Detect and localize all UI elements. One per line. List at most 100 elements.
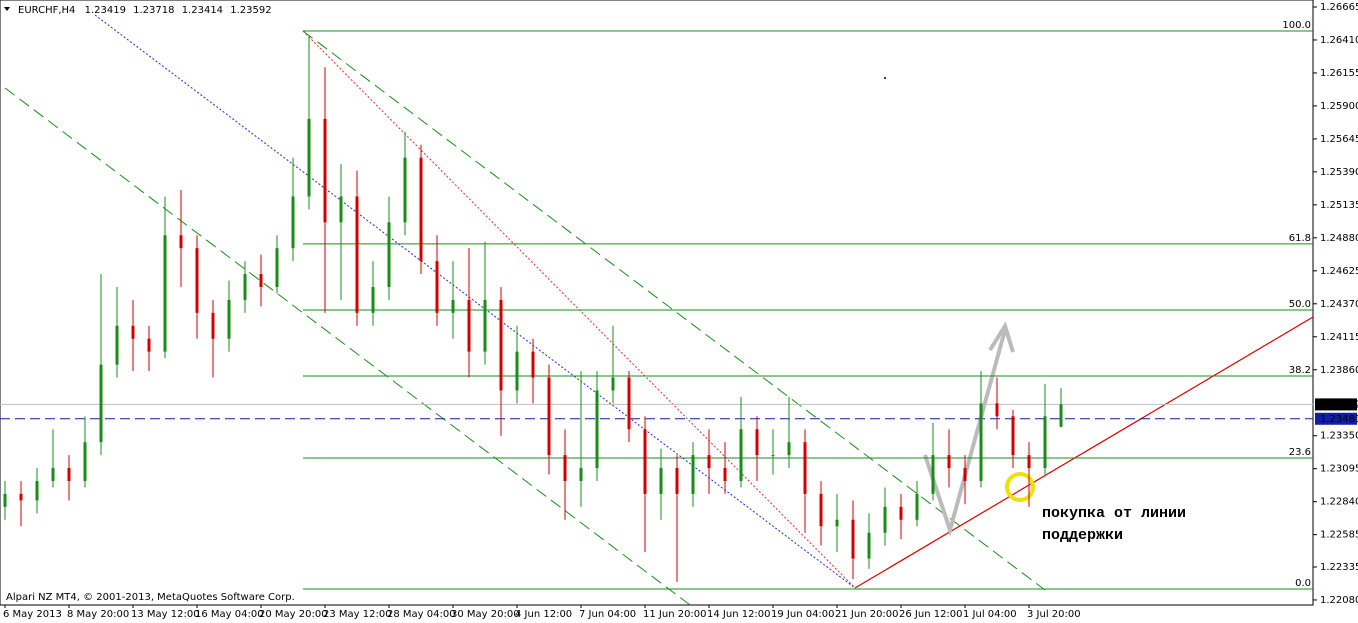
x-tick-label: 4 Jun 12:00: [515, 609, 572, 620]
candle-body: [595, 390, 599, 469]
candle-body: [259, 274, 263, 287]
header-close: 1.23592: [230, 5, 271, 16]
x-tick-label: 16 May 04:00: [195, 609, 264, 620]
level-price-label-box: [1315, 412, 1357, 425]
trend-line: [94, 14, 856, 589]
x-tick-label: 1 Jul 04:00: [963, 609, 1017, 620]
candle-body: [659, 468, 663, 494]
candle-body: [51, 468, 55, 481]
candle-body: [467, 299, 471, 352]
x-tick-label: 28 May 04:00: [387, 609, 456, 620]
candle-body: [563, 455, 567, 481]
channel-line: [302, 30, 1046, 591]
y-tick-label: 1.25390: [1320, 167, 1358, 178]
candle-body: [35, 480, 39, 501]
annotation: покупка от линии: [1042, 505, 1186, 522]
y-tick-label: 1.24625: [1320, 266, 1358, 277]
candle-body: [275, 248, 279, 287]
current-price-label: 1.23592: [1320, 399, 1358, 410]
candle-body: [243, 274, 247, 300]
candle-body: [515, 351, 519, 391]
y-tick-label: 1.26665: [1320, 2, 1358, 13]
candle-body: [83, 442, 87, 481]
candle-body: [1059, 404, 1063, 427]
candle-body: [163, 235, 167, 352]
candle-body: [707, 455, 711, 469]
candle-body: [419, 157, 423, 262]
x-tick-label: 21 Jun 20:00: [835, 609, 899, 620]
y-tick-label: 1.25900: [1320, 101, 1358, 112]
candle-body: [803, 442, 807, 494]
candle-body: [547, 377, 551, 456]
support-line: [854, 316, 1314, 589]
candle-body: [435, 261, 439, 313]
candle-body: [323, 118, 327, 223]
y-tick-label: 1.24880: [1320, 233, 1358, 244]
candle-body: [675, 468, 679, 494]
candle-body: [851, 519, 855, 559]
x-tick-label: 7 Jun 04:00: [579, 609, 636, 620]
x-tick-label: 11 Jun 20:00: [643, 609, 707, 620]
candle-body: [819, 493, 823, 527]
candle-body: [387, 222, 391, 287]
candle-body: [355, 196, 359, 313]
x-tick-label: 8 May 20:00: [67, 609, 129, 620]
candle-body: [995, 403, 999, 417]
candle-body: [3, 493, 7, 507]
candle-body: [947, 455, 951, 469]
candle-body: [179, 235, 183, 249]
candle-body: [739, 429, 743, 481]
fib-label: 23.6: [1289, 447, 1311, 458]
candle-body: [931, 455, 935, 494]
fib-label: 50.0: [1289, 299, 1311, 310]
candle-body: [147, 338, 151, 352]
candle-body: [979, 403, 983, 481]
candle-body: [531, 351, 535, 378]
fib-label: 100.0: [1282, 20, 1311, 31]
candle-body: [1011, 416, 1015, 456]
candle-body: [403, 157, 407, 223]
candle-body: [579, 468, 583, 481]
x-tick-label: 6 May 2013: [3, 609, 62, 620]
candle-body: [691, 455, 695, 494]
fib-label: 0.0: [1295, 578, 1311, 589]
candle-body: [883, 506, 887, 533]
y-tick-label: 1.26155: [1320, 68, 1358, 79]
candle-body: [915, 493, 919, 520]
symbol: EURCHF,H4: [18, 5, 75, 16]
header-high: 1.23718: [133, 5, 174, 16]
candle-body: [755, 429, 759, 456]
fib-label: 38.2: [1289, 365, 1311, 376]
footer: Alpari NZ MT4, © 2001-2013, MetaQuotes S…: [6, 592, 295, 603]
y-tick-label: 1.22840: [1320, 497, 1358, 508]
y-tick-label: 1.24370: [1320, 299, 1358, 310]
candle-body: [451, 299, 455, 313]
candle-body: [899, 506, 903, 520]
candle-body: [723, 468, 727, 481]
arrow-head: [988, 321, 1015, 353]
candle-body: [483, 299, 487, 352]
y-tick-label: 1.25135: [1320, 200, 1358, 211]
candle-body: [835, 519, 839, 527]
x-tick-label: 14 Jun 12:00: [707, 609, 771, 620]
current-price-label-box: [1315, 398, 1357, 411]
trend-line: [302, 30, 856, 589]
x-tick-label: 19 Jun 04:00: [771, 609, 835, 620]
y-tick-label: 1.23860: [1320, 365, 1358, 376]
candle-body: [211, 312, 215, 339]
candle-body: [627, 377, 631, 430]
candle-body: [771, 455, 775, 457]
y-tick-label: 1.25645: [1320, 134, 1358, 145]
header-icon: [4, 7, 10, 11]
candle-body: [307, 118, 311, 197]
candle-body: [1043, 416, 1047, 469]
annotation: поддержки: [1042, 527, 1123, 544]
plot-frame: [0, 0, 1314, 606]
candle-body: [867, 532, 871, 559]
candle-body: [115, 325, 119, 365]
dot: [884, 77, 886, 79]
x-tick-label: 23 May 12:00: [323, 609, 392, 620]
candle-body: [963, 468, 967, 481]
y-tick-label: 1.22335: [1320, 562, 1358, 573]
